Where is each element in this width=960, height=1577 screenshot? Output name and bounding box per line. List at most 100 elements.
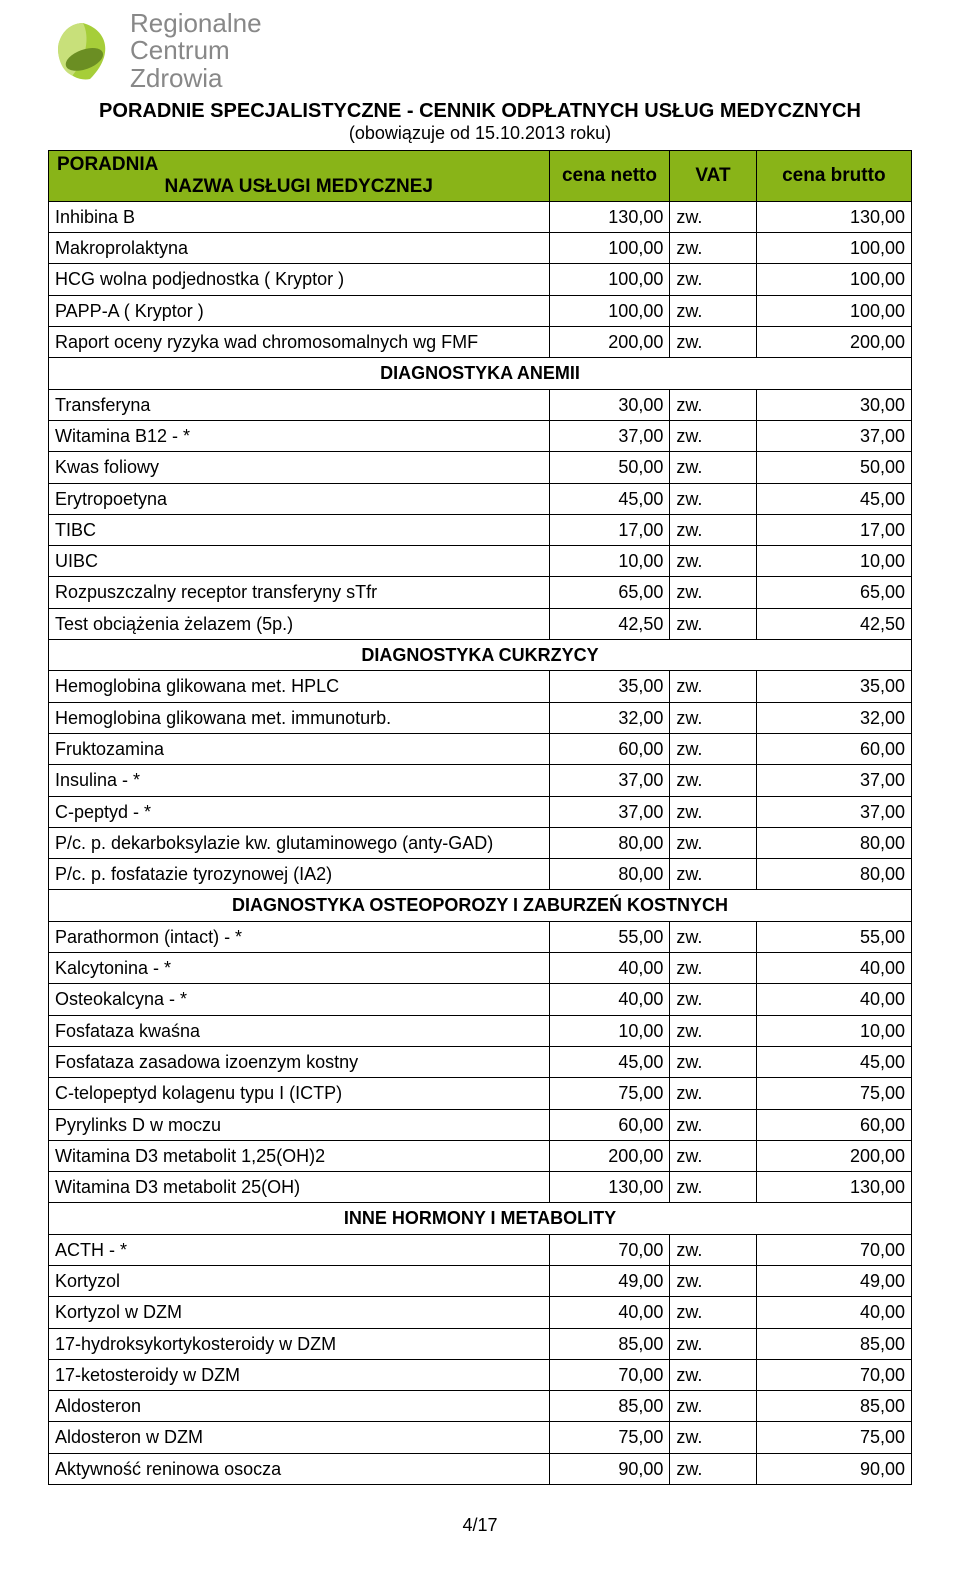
- cell-vat: zw.: [670, 295, 756, 326]
- cell-brutto: 42,50: [756, 608, 911, 639]
- cell-brutto: 85,00: [756, 1391, 911, 1422]
- cell-netto: 55,00: [549, 921, 670, 952]
- cell-vat: zw.: [670, 1422, 756, 1453]
- cell-vat: zw.: [670, 921, 756, 952]
- cell-netto: 32,00: [549, 702, 670, 733]
- cell-brutto: 45,00: [756, 1046, 911, 1077]
- section-row: DIAGNOSTYKA CUKRZYCY: [49, 640, 912, 671]
- cell-netto: 49,00: [549, 1265, 670, 1296]
- logo-line1: Regionalne: [130, 10, 262, 37]
- cell-brutto: 100,00: [756, 295, 911, 326]
- cell-brutto: 37,00: [756, 796, 911, 827]
- cell-netto: 45,00: [549, 483, 670, 514]
- cell-name: UIBC: [49, 546, 550, 577]
- cell-netto: 35,00: [549, 671, 670, 702]
- cell-netto: 37,00: [549, 796, 670, 827]
- cell-name: P/c. p. dekarboksylazie kw. glutaminoweg…: [49, 827, 550, 858]
- page-footer: 4/17: [48, 1515, 912, 1536]
- cell-brutto: 75,00: [756, 1422, 911, 1453]
- cell-name: Raport oceny ryzyka wad chromosomalnych …: [49, 327, 550, 358]
- cell-name: Hemoglobina glikowana met. immunoturb.: [49, 702, 550, 733]
- table-row: Hemoglobina glikowana met. immunoturb.32…: [49, 702, 912, 733]
- cell-name: ACTH - *: [49, 1234, 550, 1265]
- cell-brutto: 32,00: [756, 702, 911, 733]
- table-row: Rozpuszczalny receptor transferyny sTfr6…: [49, 577, 912, 608]
- cell-name: Aktywność reninowa osocza: [49, 1453, 550, 1484]
- cell-vat: zw.: [670, 984, 756, 1015]
- table-header: PORADNIA NAZWA USŁUGI MEDYCZNEJ cena net…: [49, 150, 912, 201]
- cell-vat: zw.: [670, 1015, 756, 1046]
- cell-netto: 200,00: [549, 327, 670, 358]
- cell-brutto: 40,00: [756, 1297, 911, 1328]
- cell-vat: zw.: [670, 1078, 756, 1109]
- cell-vat: zw.: [670, 233, 756, 264]
- header-name: PORADNIA NAZWA USŁUGI MEDYCZNEJ: [49, 150, 550, 201]
- cell-name: 17-ketosteroidy w DZM: [49, 1359, 550, 1390]
- cell-name: Osteokalcyna - *: [49, 984, 550, 1015]
- cell-name: Parathormon (intact) - *: [49, 921, 550, 952]
- cell-name: Rozpuszczalny receptor transferyny sTfr: [49, 577, 550, 608]
- table-row: Kortyzol w DZM40,00zw.40,00: [49, 1297, 912, 1328]
- table-row: TIBC17,00zw.17,00: [49, 514, 912, 545]
- cell-name: Fruktozamina: [49, 733, 550, 764]
- table-row: Test obciążenia żelazem (5p.)42,50zw.42,…: [49, 608, 912, 639]
- cell-name: Aldosteron: [49, 1391, 550, 1422]
- logo-line3: Zdrowia: [130, 65, 262, 92]
- cell-vat: zw.: [670, 1172, 756, 1203]
- cell-netto: 90,00: [549, 1453, 670, 1484]
- cell-netto: 85,00: [549, 1328, 670, 1359]
- logo-block: Regionalne Centrum Zdrowia: [48, 10, 912, 92]
- cell-netto: 100,00: [549, 295, 670, 326]
- cell-brutto: 75,00: [756, 1078, 911, 1109]
- cell-netto: 10,00: [549, 546, 670, 577]
- price-table: PORADNIA NAZWA USŁUGI MEDYCZNEJ cena net…: [48, 150, 912, 1485]
- page-subtitle: (obowiązuje od 15.10.2013 roku): [48, 123, 912, 144]
- cell-name: Kortyzol: [49, 1265, 550, 1296]
- cell-netto: 60,00: [549, 1109, 670, 1140]
- cell-brutto: 70,00: [756, 1359, 911, 1390]
- table-row: Osteokalcyna - *40,00zw.40,00: [49, 984, 912, 1015]
- cell-vat: zw.: [670, 1109, 756, 1140]
- cell-brutto: 37,00: [756, 765, 911, 796]
- cell-netto: 65,00: [549, 577, 670, 608]
- cell-netto: 75,00: [549, 1422, 670, 1453]
- cell-brutto: 55,00: [756, 921, 911, 952]
- header-poradnia-label: PORADNIA: [55, 154, 543, 176]
- cell-vat: zw.: [670, 1140, 756, 1171]
- cell-vat: zw.: [670, 733, 756, 764]
- cell-name: TIBC: [49, 514, 550, 545]
- table-row: Hemoglobina glikowana met. HPLC35,00zw.3…: [49, 671, 912, 702]
- section-row: INNE HORMONY I METABOLITY: [49, 1203, 912, 1234]
- cell-netto: 37,00: [549, 420, 670, 451]
- cell-netto: 40,00: [549, 1297, 670, 1328]
- table-row: HCG wolna podjednostka ( Kryptor )100,00…: [49, 264, 912, 295]
- cell-netto: 60,00: [549, 733, 670, 764]
- cell-brutto: 65,00: [756, 577, 911, 608]
- cell-netto: 50,00: [549, 452, 670, 483]
- cell-brutto: 90,00: [756, 1453, 911, 1484]
- header-brutto: cena brutto: [756, 150, 911, 201]
- cell-name: C-peptyd - *: [49, 796, 550, 827]
- table-row: ACTH - *70,00zw.70,00: [49, 1234, 912, 1265]
- cell-vat: zw.: [670, 546, 756, 577]
- page-title: PORADNIE SPECJALISTYCZNE - CENNIK ODPŁAT…: [48, 100, 912, 123]
- cell-vat: zw.: [670, 608, 756, 639]
- table-row: Fruktozamina60,00zw.60,00: [49, 733, 912, 764]
- cell-name: Hemoglobina glikowana met. HPLC: [49, 671, 550, 702]
- cell-netto: 40,00: [549, 953, 670, 984]
- cell-name: Fosfataza zasadowa izoenzym kostny: [49, 1046, 550, 1077]
- section-title: DIAGNOSTYKA CUKRZYCY: [49, 640, 912, 671]
- table-row: Kwas foliowy50,00zw.50,00: [49, 452, 912, 483]
- cell-vat: zw.: [670, 859, 756, 890]
- cell-vat: zw.: [670, 702, 756, 733]
- table-row: C-telopeptyd kolagenu typu I (ICTP)75,00…: [49, 1078, 912, 1109]
- cell-vat: zw.: [670, 1297, 756, 1328]
- table-row: UIBC10,00zw.10,00: [49, 546, 912, 577]
- logo-text: Regionalne Centrum Zdrowia: [130, 10, 262, 92]
- cell-vat: zw.: [670, 577, 756, 608]
- cell-name: Test obciążenia żelazem (5p.): [49, 608, 550, 639]
- cell-netto: 130,00: [549, 1172, 670, 1203]
- cell-name: HCG wolna podjednostka ( Kryptor ): [49, 264, 550, 295]
- cell-name: 17-hydroksykortykosteroidy w DZM: [49, 1328, 550, 1359]
- cell-netto: 30,00: [549, 389, 670, 420]
